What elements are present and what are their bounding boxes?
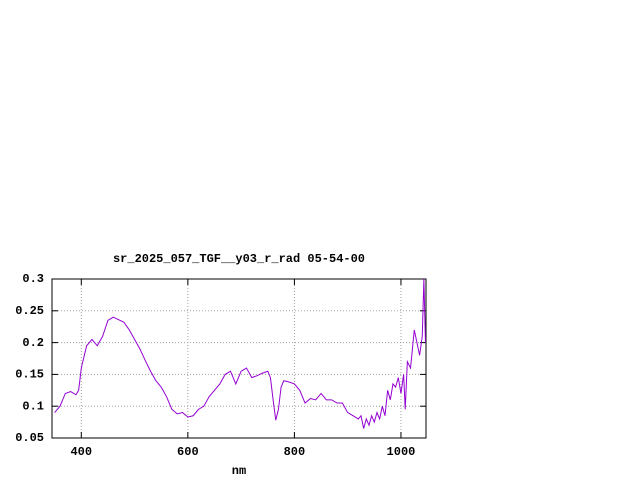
x-tick-label: 800 [284,445,306,459]
x-axis-label: nm [232,464,246,478]
series-line [54,278,426,429]
y-tick-label: 0.1 [22,399,44,413]
y-tick-label: 0.15 [15,368,44,382]
y-tick-label: 0.2 [22,336,44,350]
x-tick-label: 600 [177,445,199,459]
chart-title: sr_2025_057_TGF__y03_r_rad 05-54-00 [113,252,365,266]
y-tick-label: 0.3 [22,272,44,286]
y-tick-label: 0.25 [15,304,44,318]
x-tick-label: 1000 [387,445,416,459]
plot-border [51,278,427,439]
x-tick-label: 400 [70,445,92,459]
y-tick-label: 0.05 [15,431,44,445]
